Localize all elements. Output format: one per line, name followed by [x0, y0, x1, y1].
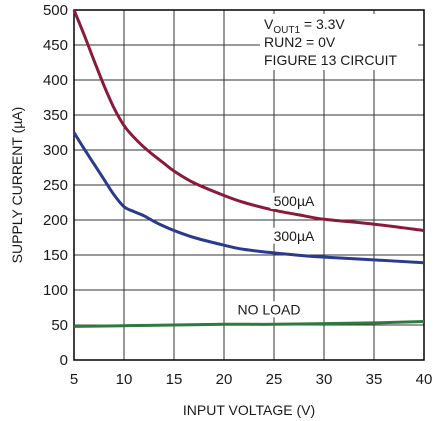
curves	[72, 9, 425, 328]
y-tick-label: 400	[43, 72, 68, 89]
series-label-2: NO LOAD	[237, 301, 300, 317]
x-tick-label: 25	[266, 371, 283, 388]
y-tick-label: 200	[43, 212, 68, 229]
series-line-1	[72, 131, 425, 265]
plot-frame	[73, 9, 425, 361]
series-labels: 500µA 300µA NO LOAD	[234, 192, 319, 318]
y-axis-title: SUPPLY CURRENT (µA)	[9, 107, 25, 264]
annotation-background	[260, 14, 418, 70]
tick-labels: 5 10 15 20 25 30 35 400501001502002503003504004…	[43, 2, 432, 388]
x-tick-label: 20	[216, 371, 233, 388]
y-tick-label: 450	[43, 37, 68, 54]
x-axis-title: INPUT VOLTAGE (V)	[183, 402, 315, 418]
x-tick-label: 15	[166, 371, 183, 388]
x-tick-label: 40	[416, 371, 433, 388]
annotation-line-1: RUN2 = 0V	[264, 34, 336, 50]
series-label-background	[234, 301, 304, 318]
annotation-line-2: FIGURE 13 CIRCUIT	[264, 52, 397, 68]
x-tick-label: 30	[316, 371, 333, 388]
x-tick-label: 35	[366, 371, 383, 388]
y-tick-label: 500	[43, 2, 68, 19]
y-tick-label: 0	[60, 352, 68, 369]
y-tick-label: 150	[43, 247, 68, 264]
series-line-2	[73, 320, 425, 328]
series-line-0	[72, 9, 425, 232]
y-tick-label: 350	[43, 107, 68, 124]
series-label-background	[270, 192, 319, 209]
series-label-0: 500µA	[274, 193, 315, 209]
series-label-1: 300µA	[274, 228, 315, 244]
x-tick-label: 10	[116, 371, 133, 388]
y-tick-label: 250	[43, 177, 68, 194]
x-tick-label: 5	[70, 371, 78, 388]
y-tick-label: 300	[43, 142, 68, 159]
y-tick-label: 100	[43, 282, 68, 299]
y-tick-label: 50	[51, 317, 68, 334]
annotation-line-0: VOUT1 = 3.3V	[264, 16, 345, 36]
series-label-background	[270, 227, 319, 244]
